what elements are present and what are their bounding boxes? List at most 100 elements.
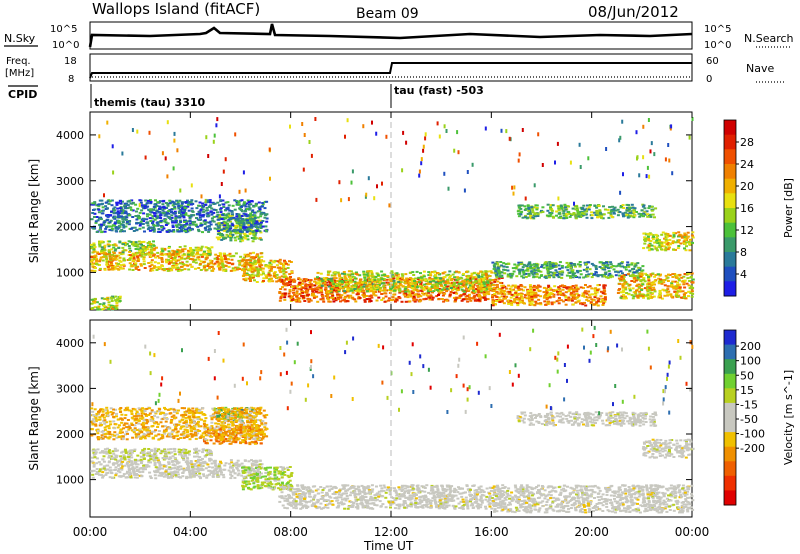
data-cell (392, 277, 396, 280)
data-cell (321, 280, 325, 283)
data-cell (132, 256, 136, 259)
data-cell (621, 289, 625, 292)
data-cell (632, 209, 636, 212)
data-cell (246, 217, 250, 220)
data-cell (115, 201, 119, 204)
data-cell (606, 276, 610, 279)
data-cell (432, 279, 436, 282)
data-cell (406, 280, 410, 283)
data-cell (517, 289, 521, 291)
data-cell (616, 292, 620, 294)
data-cell (197, 230, 201, 233)
data-cell (648, 242, 652, 245)
data-cell (650, 248, 654, 251)
data-cell (477, 299, 481, 302)
data-cell (187, 257, 191, 260)
data-cell (437, 292, 441, 295)
data-cell (100, 249, 104, 252)
data-cell (185, 260, 189, 263)
data-cell (673, 273, 677, 275)
data-cell (641, 295, 645, 298)
data-cell (410, 290, 414, 293)
data-cell (98, 217, 101, 220)
data-cell (550, 274, 554, 277)
data-cell (483, 298, 487, 301)
data-cell (105, 258, 109, 261)
data-cell (625, 209, 629, 212)
data-cell (547, 284, 551, 287)
data-cell (194, 267, 197, 270)
data-cell (134, 262, 138, 265)
data-cell (265, 265, 269, 268)
data-cell (351, 273, 355, 276)
data-cell (391, 286, 395, 289)
data-cell (631, 268, 635, 271)
data-cell (145, 246, 149, 249)
data-cell (309, 283, 312, 286)
data-cell (215, 260, 219, 263)
data-cell (166, 203, 170, 205)
data-cell (298, 293, 302, 295)
data-cell (255, 253, 259, 256)
data-cell (188, 258, 192, 260)
data-cell (175, 225, 179, 228)
data-cell (288, 281, 291, 283)
data-cell (122, 264, 126, 267)
data-cell (239, 230, 242, 233)
data-cell (151, 269, 155, 272)
data-cell (343, 296, 347, 299)
data-cell (500, 289, 504, 292)
data-cell (206, 247, 210, 250)
data-cell (310, 294, 314, 297)
data-cell (368, 297, 372, 300)
data-cell (628, 287, 632, 290)
data-cell (159, 221, 163, 224)
data-cell (641, 205, 645, 208)
data-cell (341, 299, 345, 302)
data-cell (347, 296, 351, 299)
data-cell (93, 208, 97, 211)
data-cell (168, 261, 172, 264)
data-cell (545, 297, 549, 300)
data-cell (199, 208, 203, 211)
data-cell (507, 299, 511, 302)
data-cell (90, 259, 94, 262)
data-cell (170, 216, 174, 219)
data-cell (273, 259, 277, 262)
data-cell (246, 219, 249, 222)
data-cell (497, 288, 501, 291)
data-cell (484, 270, 488, 273)
data-cell (483, 289, 487, 292)
data-cell (98, 242, 102, 245)
data-cell (228, 252, 232, 255)
data-cell (633, 277, 637, 279)
data-cell (530, 207, 534, 210)
data-cell (121, 242, 125, 244)
nsky-tick-top: 10^5 (50, 24, 77, 35)
data-cell (258, 259, 262, 262)
data-cell (575, 292, 579, 295)
data-cell (572, 294, 576, 297)
data-cell (240, 231, 244, 234)
data-cell (349, 294, 353, 297)
data-cell (216, 201, 220, 204)
data-cell (513, 297, 517, 300)
data-cell (94, 221, 98, 224)
data-cell (532, 289, 536, 291)
data-cell (492, 287, 496, 289)
data-cell (428, 296, 432, 299)
data-cell (325, 284, 329, 287)
data-cell (155, 217, 159, 220)
data-cell (515, 265, 519, 268)
data-cell (448, 270, 452, 273)
data-cell (251, 209, 255, 212)
data-cell (590, 272, 593, 275)
data-cell (636, 296, 640, 299)
data-cell (158, 211, 162, 213)
data-cell (422, 298, 426, 301)
data-cell (593, 296, 597, 299)
data-cell (173, 257, 177, 260)
data-cell (144, 249, 147, 252)
data-cell (510, 293, 514, 296)
data-cell (118, 212, 122, 215)
